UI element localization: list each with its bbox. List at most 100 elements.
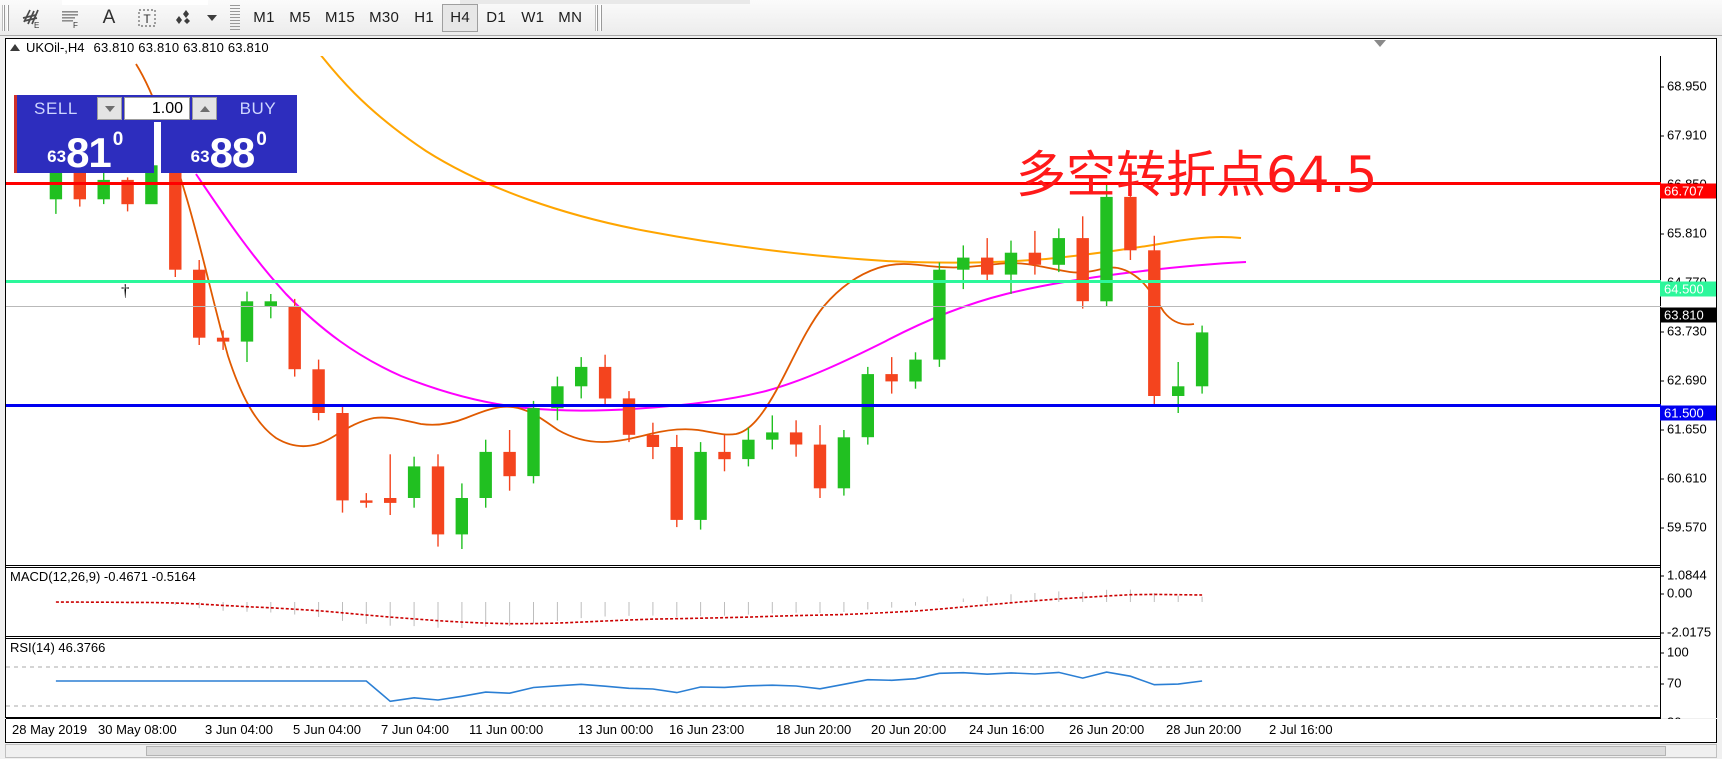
sell-price-fraction: 0	[112, 129, 124, 150]
volume-input[interactable]: 1.00	[124, 97, 190, 120]
indicators-icon[interactable]: E	[14, 3, 52, 33]
time-label: 16 Jun 23:00	[669, 722, 745, 737]
price-tick: 59.570	[1660, 520, 1716, 535]
horizontal-scrollbar[interactable]	[5, 744, 1717, 758]
time-axis[interactable]: 28 May 2019 30 May 08:00 3 Jun 04:00 5 J…	[5, 719, 1717, 743]
one-click-trading-panel[interactable]: SELL 1.00 BUY 63 81 0 63 88 0	[14, 95, 297, 176]
timeframe-d1[interactable]: D1	[486, 9, 507, 26]
time-label: 20 Jun 20:00	[871, 722, 947, 737]
sell-price-box[interactable]: 63 81 0	[17, 122, 154, 174]
cross-object-marker: †	[121, 281, 130, 300]
svg-text:E: E	[34, 21, 39, 29]
text-label-icon[interactable]: T	[128, 3, 166, 33]
price-scale[interactable]: 68.950 67.910 66.850 65.810 64.770 63.73…	[1660, 56, 1716, 730]
rsi-label: RSI(14) 46.3766	[10, 640, 106, 655]
ma-magenta-line	[195, 173, 1247, 412]
resistance-line	[6, 182, 1661, 185]
time-label: 24 Jun 16:00	[969, 722, 1045, 737]
sell-price-whole: 63	[47, 147, 67, 166]
oct-price-row: 63 81 0 63 88 0	[17, 122, 297, 176]
price-tick: 68.950	[1660, 79, 1716, 94]
ma-darkorange-line	[135, 63, 1195, 448]
time-label: 3 Jun 04:00	[205, 722, 273, 737]
macd-histogram	[79, 589, 1203, 628]
timeframe-group: M1 M5 M15 M30 H1 H4 D1 W1 MN	[246, 3, 589, 33]
price-pane[interactable]: †	[6, 56, 1661, 566]
price-tick: 63.730	[1660, 324, 1716, 339]
price-tick: 60.610	[1660, 471, 1716, 486]
macd-tick: -2.0175	[1660, 625, 1716, 640]
toolbar-grip[interactable]	[2, 4, 11, 31]
main-toolbar: E F A T	[0, 0, 1722, 36]
dropdown-arrow-icon[interactable]	[204, 3, 220, 33]
macd-tick: 0.00	[1660, 586, 1716, 601]
toolbar-separator[interactable]	[230, 4, 240, 31]
support-price-tag: 61.500	[1660, 405, 1716, 421]
periodicity-icon[interactable]: F	[52, 3, 90, 33]
oct-top-row: SELL 1.00 BUY	[17, 95, 297, 122]
scrollbar-thumb[interactable]	[146, 746, 1666, 756]
current-price-line	[6, 306, 1661, 307]
ma-orange-line	[320, 56, 1242, 264]
macd-tick: 1.0844	[1660, 568, 1716, 583]
timeframe-h4[interactable]: H4	[442, 3, 479, 32]
time-label: 28 Jun 20:00	[1166, 722, 1242, 737]
buy-price-fraction: 0	[256, 129, 267, 150]
time-label: 11 Jun 00:00	[469, 722, 544, 737]
toolbar-tab-hint	[62, 0, 208, 5]
rsi-line	[55, 671, 1203, 703]
time-label: 30 May 08:00	[98, 722, 177, 737]
chart-ohlc-label: 63.810 63.810 63.810 63.810	[93, 40, 269, 55]
macd-signal-line	[55, 593, 1203, 625]
svg-text:T: T	[143, 12, 151, 26]
price-tick: 62.690	[1660, 373, 1716, 388]
time-label: 2 Jul 16:00	[1269, 722, 1333, 737]
price-tick: 65.810	[1660, 226, 1716, 241]
time-label: 5 Jun 04:00	[293, 722, 361, 737]
price-tick: 67.910	[1660, 128, 1716, 143]
time-label: 26 Jun 20:00	[1069, 722, 1145, 737]
volume-decrement-button[interactable]	[97, 97, 122, 120]
time-label: 7 Jun 04:00	[381, 722, 449, 737]
buy-price-box[interactable]: 63 88 0	[160, 122, 297, 176]
sell-button[interactable]: SELL	[17, 95, 95, 122]
macd-svg	[55, 589, 1203, 628]
toolbar-tab-hint-3	[460, 0, 750, 4]
chart-annotation-text: 多空转折点64.5	[1016, 146, 1378, 204]
volume-stepper[interactable]: 1.00	[95, 95, 219, 122]
resistance-price-tag: 66.707	[1660, 183, 1716, 199]
timeframe-m30[interactable]: M30	[369, 9, 400, 26]
text-icon[interactable]: A	[102, 6, 116, 28]
collapse-triangle-icon[interactable]	[10, 44, 20, 51]
rsi-svg	[6, 666, 1661, 707]
timeframe-m1[interactable]: M1	[253, 9, 275, 26]
pivot-line	[6, 280, 1661, 283]
svg-text:F: F	[73, 21, 78, 29]
time-label: 18 Jun 20:00	[776, 722, 852, 737]
volume-increment-button[interactable]	[192, 97, 217, 120]
macd-label: MACD(12,26,9) -0.4671 -0.5164	[10, 569, 196, 584]
timeframe-m5[interactable]: M5	[289, 9, 311, 26]
timeframe-w1[interactable]: W1	[521, 9, 545, 26]
rsi-pane[interactable]: RSI(14) 46.3766	[6, 638, 1661, 719]
objects-icon[interactable]	[166, 3, 204, 33]
macd-pane[interactable]: MACD(12,26,9) -0.4671 -0.5164	[6, 567, 1661, 637]
support-line	[6, 404, 1661, 407]
chart-header: UKOil-,H4 63.810 63.810 63.810 63.810	[6, 39, 1716, 56]
candlestick-series	[49, 155, 1209, 549]
timeframe-mn[interactable]: MN	[558, 9, 583, 26]
buy-price-pips: 88	[209, 129, 256, 176]
price-tick: 61.650	[1660, 422, 1716, 437]
chevron-down-icon[interactable]	[1374, 40, 1386, 47]
time-label: 28 May 2019	[12, 722, 88, 737]
chart-window: UKOil-,H4 63.810 63.810 63.810 63.810 †	[5, 38, 1717, 730]
toolbar-grip-end[interactable]	[595, 4, 605, 31]
time-label: 13 Jun 00:00	[578, 722, 654, 737]
buy-button[interactable]: BUY	[219, 95, 297, 122]
pivot-price-tag: 64.500	[1660, 281, 1716, 297]
rsi-tick: 70	[1660, 676, 1716, 691]
timeframe-h1[interactable]: H1	[414, 9, 435, 26]
rsi-tick: 100	[1660, 645, 1716, 660]
timeframe-m15[interactable]: M15	[325, 9, 356, 26]
